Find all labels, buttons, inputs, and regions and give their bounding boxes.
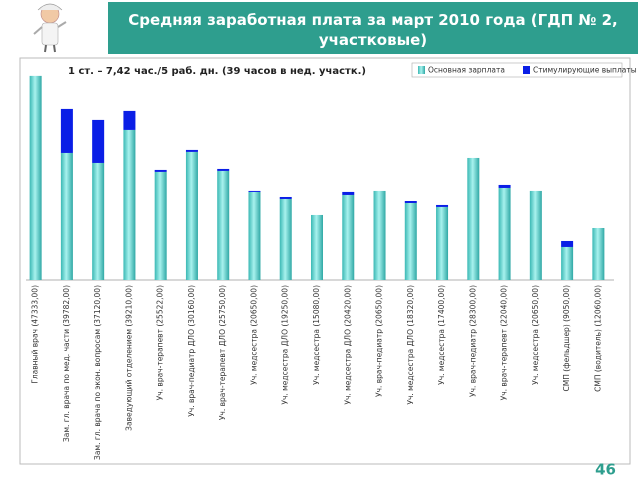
logo [2, 2, 106, 54]
chart-frame [19, 57, 631, 465]
bar-segment [498, 187, 511, 280]
bar-segment [467, 157, 480, 280]
bar-segment [561, 240, 574, 247]
legend-label: Стимулирующие выплаты [533, 66, 637, 75]
bar-segment [185, 149, 198, 152]
bar-segment [123, 110, 136, 130]
x-tick-label: Уч. врач-терапевт ДЛО (25750,00) [218, 285, 227, 420]
legend-swatch [523, 66, 530, 74]
bar-segment [436, 204, 449, 207]
bar-segment [217, 168, 230, 171]
bar-segment [60, 152, 73, 280]
bar-segment [154, 171, 167, 280]
bar-segment [248, 190, 261, 192]
x-tick-label: Уч. медсестра (20650,00) [249, 285, 258, 385]
bar-segment [217, 170, 230, 280]
x-tick-label: Уч. врач-терапевт (22040,00) [500, 285, 509, 400]
title-box: Средняя заработная плата за март 2010 го… [128, 11, 618, 49]
legend [411, 62, 623, 78]
x-tick-label: Уч. медсестра ДЛО (20420,00) [343, 285, 352, 405]
legend-label: Основная зарплата [428, 66, 505, 75]
x-tick-label: Зам. гл. врача по экон. вопросам (37120,… [93, 285, 102, 460]
bar-segment [29, 75, 42, 280]
x-tick-label: Уч. врач-терапевт (25522,00) [156, 285, 165, 400]
x-tick-label: Уч. медсестра ДЛО (19250,00) [281, 285, 290, 405]
bar-segment [529, 190, 542, 280]
x-tick-label: Заведующий отделением (39210,00) [124, 285, 133, 431]
x-tick-label: Уч. медсестра (17400,00) [437, 285, 446, 385]
bar-segment [373, 190, 386, 280]
bar-segment [342, 194, 355, 280]
bar-segment [279, 198, 292, 280]
x-tick-label: Уч. врач-педиатр (20650,00) [375, 285, 384, 397]
bar-segment [123, 129, 136, 280]
bar-segment [342, 191, 355, 195]
bar-segment [60, 108, 73, 153]
bar-segment [154, 169, 167, 172]
bar-segment [248, 191, 261, 280]
x-tick-label: Уч. врач-педиатр (28300,00) [468, 285, 477, 397]
x-tick-label: Уч. медсестра (20650,00) [531, 285, 540, 385]
x-tick-label: Уч. медсестра ДЛО (18320,00) [406, 285, 415, 405]
x-tick-label: Зам. гл. врача по мед. части (39782,00) [62, 285, 71, 442]
bar-segment [404, 200, 417, 203]
chart-title: Средняя заработная плата за март 2010 го… [128, 11, 618, 49]
bar-segment [592, 227, 605, 280]
bar-segment [92, 162, 105, 280]
bar-segment [404, 202, 417, 280]
x-tick-label: СМП (фельдшер) (9050,00) [562, 285, 571, 392]
chart-subtitle: 1 ст. – 7,42 час./5 раб. дн. (39 часов в… [68, 65, 366, 77]
bar-segment [561, 246, 574, 280]
bar-segment [498, 184, 511, 188]
x-tick-label: Главный врач (47333,00) [31, 285, 40, 384]
legend-swatch [418, 66, 425, 74]
bar-segment [436, 206, 449, 280]
x-tick-label: СМП (водитель) (12060,00) [593, 285, 602, 392]
slide-number: 46 [595, 461, 616, 479]
x-tick-label: Уч. врач-педиатр ДЛО (30160,00) [187, 285, 196, 417]
title-bar [108, 2, 638, 54]
bar-segment [185, 151, 198, 280]
bar-segment [279, 196, 292, 199]
bar-segment [92, 119, 105, 163]
bar-segment [311, 214, 323, 280]
x-tick-label: Уч. медсестра (15080,00) [312, 285, 321, 385]
